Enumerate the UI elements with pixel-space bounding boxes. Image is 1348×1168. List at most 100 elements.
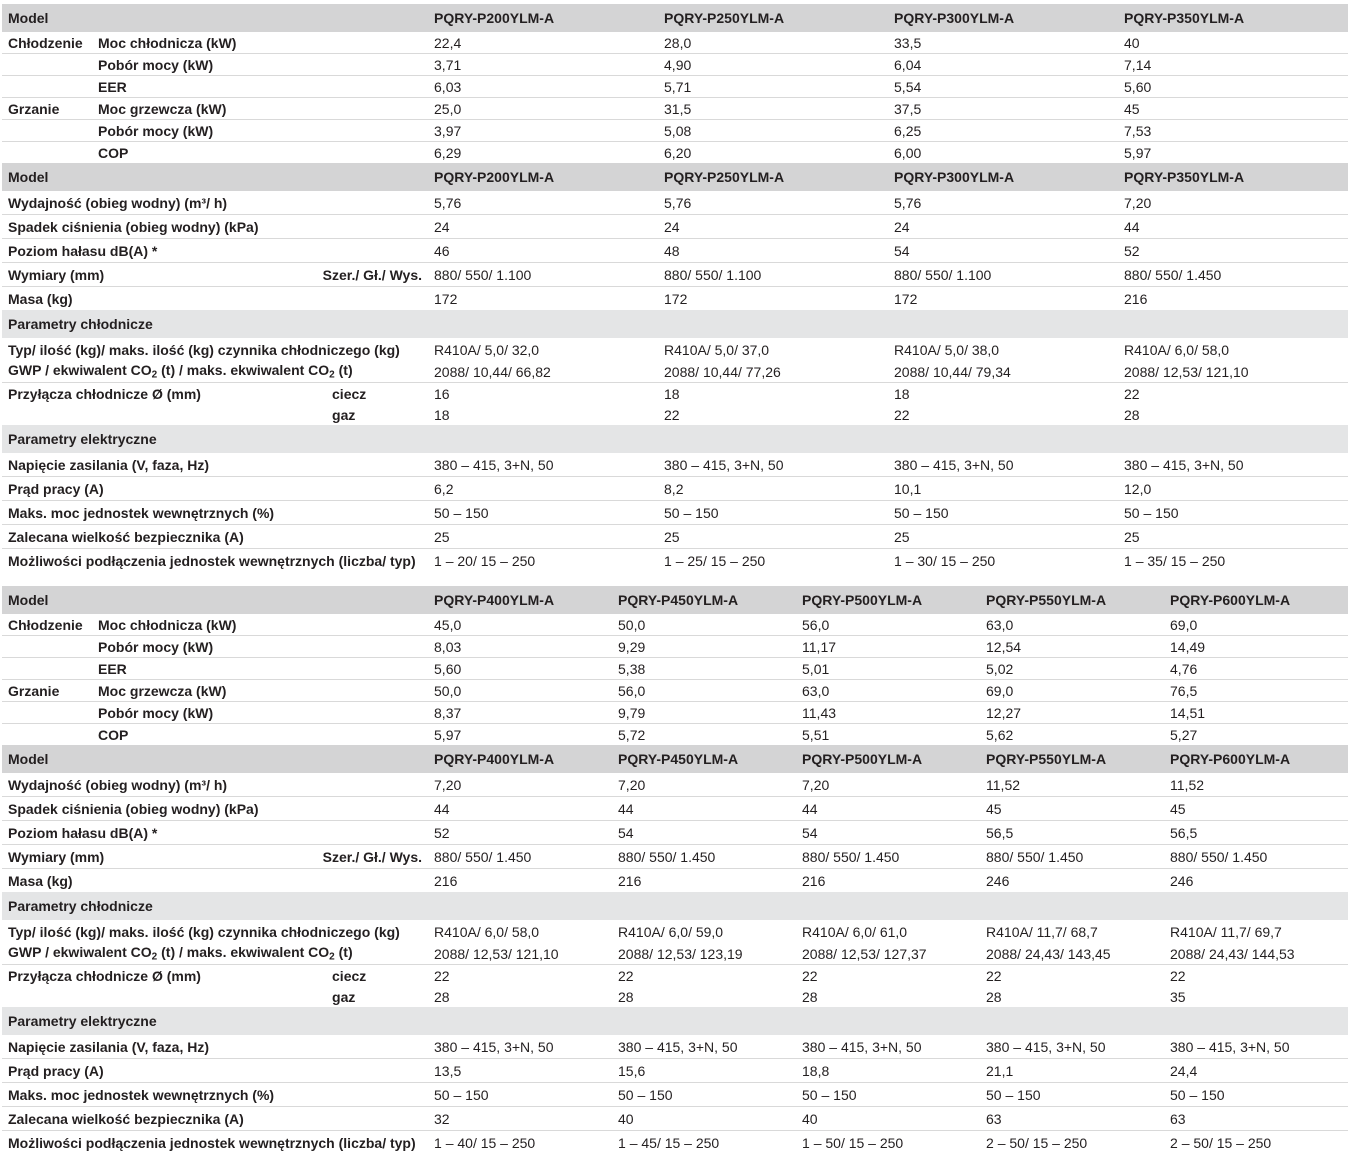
group-label bbox=[2, 75, 92, 98]
gwp-label-part: 2 bbox=[329, 369, 335, 381]
dimensions-sub-label: Szer./ Gł./ Wys. bbox=[322, 266, 423, 283]
voltage-row-label: Napięcie zasilania (V, faza, Hz) bbox=[2, 453, 429, 477]
indoor-conn-row-label: Możliwości podłączenia jednostek wewnętr… bbox=[8, 552, 416, 569]
weight-row-value: 216 bbox=[802, 872, 826, 889]
model-name: PQRY-P200YLM-A bbox=[428, 4, 659, 32]
max-indoor-row: Maks. moc jednostek wewnętrznych (%) 50 –… bbox=[2, 1082, 1348, 1107]
dimensions-value: 880/ 550/ 1.450 bbox=[980, 844, 1165, 869]
cooling-capacity-row-value: 22,4 bbox=[428, 32, 659, 54]
fuse-row-label: Zalecana wielkość bezpiecznika (A) bbox=[2, 1106, 429, 1131]
model-name: PQRY-P300YLM-A bbox=[888, 163, 1119, 191]
eer-row-value: 4,76 bbox=[1164, 657, 1348, 680]
connections-label-cell: ciecz Przyłącza chłodnicze Ø (mm) bbox=[2, 965, 428, 987]
noise-row-value: 52 bbox=[428, 820, 613, 845]
voltage-row-value: 380 – 415, 3+N, 50 bbox=[428, 453, 659, 477]
model-label: Model bbox=[2, 163, 429, 191]
cop-row-value: 5,27 bbox=[1170, 726, 1198, 743]
heating-power-row-label: Pobór mocy (kW) bbox=[92, 701, 429, 724]
cooling-power-row-value: 3,71 bbox=[428, 53, 659, 76]
eer-row: EER 6,03 5,71 5,54 5,60 bbox=[2, 75, 1348, 98]
liquid-value: 22 bbox=[986, 967, 1002, 984]
cop-row-value: 6,20 bbox=[664, 144, 692, 161]
dimensions-value: 880/ 550/ 1.450 bbox=[612, 844, 797, 869]
model-name: PQRY-P350YLM-A bbox=[1118, 163, 1348, 191]
water-flow-row-value: 11,52 bbox=[1164, 773, 1348, 797]
gas-value: 28 bbox=[618, 988, 634, 1005]
water-flow-row-value: 11,52 bbox=[980, 773, 1165, 797]
gas-value: 22 bbox=[664, 406, 680, 423]
voltage-row-value: 380 – 415, 3+N, 50 bbox=[980, 1035, 1165, 1059]
liquid-label: ciecz bbox=[332, 385, 367, 402]
dimensions-value: 880/ 550/ 1.100 bbox=[888, 262, 1119, 287]
voltage-row: Napięcie zasilania (V, faza, Hz) 380 – 41… bbox=[2, 453, 1348, 477]
water-flow-row-value: 5,76 bbox=[658, 191, 889, 215]
voltage-row-value: 380 – 415, 3+N, 50 bbox=[612, 1035, 797, 1059]
pressure-drop-row: Spadek ciśnienia (obieg wodny) (kPa) 24 24… bbox=[2, 214, 1348, 239]
current-row-value: 13,5 bbox=[428, 1058, 613, 1083]
indoor-conn-row-value: 1 – 50/ 15 – 250 bbox=[802, 1134, 904, 1151]
voltage-row-value: 380 – 415, 3+N, 50 bbox=[428, 1035, 613, 1059]
heating-capacity-row-value: 63,0 bbox=[796, 679, 981, 702]
model-name: PQRY-P250YLM-A bbox=[658, 4, 889, 32]
indoor-conn-row-value: 1 – 25/ 15 – 250 bbox=[664, 552, 766, 569]
weight-row-value: 216 bbox=[618, 872, 642, 889]
gwp-label: GWP / ekwiwalent CO2 (t) / maks. ekwiwal… bbox=[2, 943, 429, 965]
heating-power-row-value: 12,27 bbox=[980, 701, 1165, 724]
cooling-power-row-label: Pobór mocy (kW) bbox=[92, 53, 429, 76]
heating-power-row: Pobór mocy (kW) 3,97 5,08 6,25 7,53 bbox=[2, 119, 1348, 142]
noise-row: Poziom hałasu dB(A) * 46 48 54 52 bbox=[2, 238, 1348, 263]
refrigerant-row-value: R410A/ 5,0/ 37,0 bbox=[664, 341, 770, 358]
model-name: PQRY-P550YLM-A bbox=[980, 745, 1165, 773]
heating-capacity-row-value: 37,5 bbox=[888, 97, 1119, 120]
cop-row-value: 6,00 bbox=[894, 144, 922, 161]
current-row-value: 15,6 bbox=[612, 1058, 797, 1083]
dimensions-value: 880/ 550/ 1.450 bbox=[1164, 844, 1348, 869]
pressure-drop-row-value: 44 bbox=[612, 796, 797, 821]
water-flow-row: Wydajność (obieg wodny) (m³/ h) 7,20 7,20 7… bbox=[2, 773, 1348, 797]
cooling-capacity-row-value: 33,5 bbox=[888, 32, 1119, 54]
refrigerant-row-value: R410A/ 6,0/ 58,0 bbox=[1124, 341, 1230, 358]
gwp-label-part: (t) bbox=[334, 944, 353, 961]
cooling-power-row-label: Pobór mocy (kW) bbox=[92, 635, 429, 658]
liquid-value: 18 bbox=[894, 385, 910, 402]
gwp-value: 2088/ 10,44/ 77,26 bbox=[658, 361, 889, 383]
liquid-value: 22 bbox=[802, 967, 818, 984]
model-name: PQRY-P200YLM-A bbox=[428, 163, 659, 191]
heating-power-row-value: 14,51 bbox=[1164, 701, 1348, 724]
current-row: Prąd pracy (A) 6,2 8,2 10,1 12,0 bbox=[2, 476, 1348, 501]
model-name: PQRY-P550YLM-A bbox=[980, 586, 1165, 614]
cooling-power-row-value: 8,03 bbox=[428, 635, 613, 658]
liquid-value: 22 bbox=[1124, 385, 1140, 402]
weight-row-value: 246 bbox=[1170, 872, 1194, 889]
dimensions-value: 880/ 550/ 1.450 bbox=[796, 844, 981, 869]
cooling-capacity-row-value: 69,0 bbox=[1164, 614, 1348, 636]
spec-table-1: Model PQRY-P200YLM-A PQRY-P250YLM-A PQRY-P3… bbox=[2, 4, 1348, 572]
liquid-label: ciecz bbox=[332, 967, 367, 984]
refrigerant-row-value: R410A/ 11,7/ 69,7 bbox=[1170, 923, 1282, 940]
water-flow-row-value: 7,20 bbox=[428, 773, 613, 797]
noise-row-value: 46 bbox=[428, 238, 659, 263]
cop-row-label: COP bbox=[98, 144, 129, 161]
liquid-value: 22 bbox=[1170, 967, 1186, 984]
max-indoor-row-label: Maks. moc jednostek wewnętrznych (%) bbox=[2, 500, 429, 525]
indoor-conn-row: Możliwości podłączenia jednostek wewnętr… bbox=[2, 1131, 1348, 1155]
weight-row: Masa (kg) 172 172 172 216 bbox=[2, 287, 1348, 311]
gwp-row: GWP / ekwiwalent CO2 (t) / maks. ekwiwal… bbox=[2, 361, 1348, 383]
fuse-row-value: 25 bbox=[1118, 524, 1348, 549]
current-row-value: 18,8 bbox=[796, 1058, 981, 1083]
heating-power-row-value: 3,97 bbox=[428, 119, 659, 142]
heating-power-row-value: 8,37 bbox=[428, 701, 613, 724]
fuse-row: Zalecana wielkość bezpiecznika (A) 32 40 40… bbox=[2, 1106, 1348, 1131]
gas-row: gaz 28 28 28 28 35 bbox=[2, 986, 1348, 1007]
pressure-drop-row-value: 24 bbox=[888, 214, 1119, 239]
cooling-capacity-row-value: 28,0 bbox=[658, 32, 889, 54]
heating-capacity-row-value: 25,0 bbox=[428, 97, 659, 120]
dimensions-label-cell: Szer./ Gł./ Wys. Wymiary (mm) bbox=[2, 262, 429, 287]
eer-row-value: 6,03 bbox=[428, 75, 659, 98]
model-name: PQRY-P450YLM-A bbox=[612, 745, 797, 773]
indoor-conn-row-value: 2 – 50/ 15 – 250 bbox=[986, 1134, 1088, 1151]
model-label: Model bbox=[2, 4, 429, 32]
electrical-section-title: Parametry elektryczne bbox=[2, 425, 1348, 453]
water-flow-row-value: 7,20 bbox=[796, 773, 981, 797]
fuse-row-label: Zalecana wielkość bezpiecznika (A) bbox=[2, 524, 429, 549]
